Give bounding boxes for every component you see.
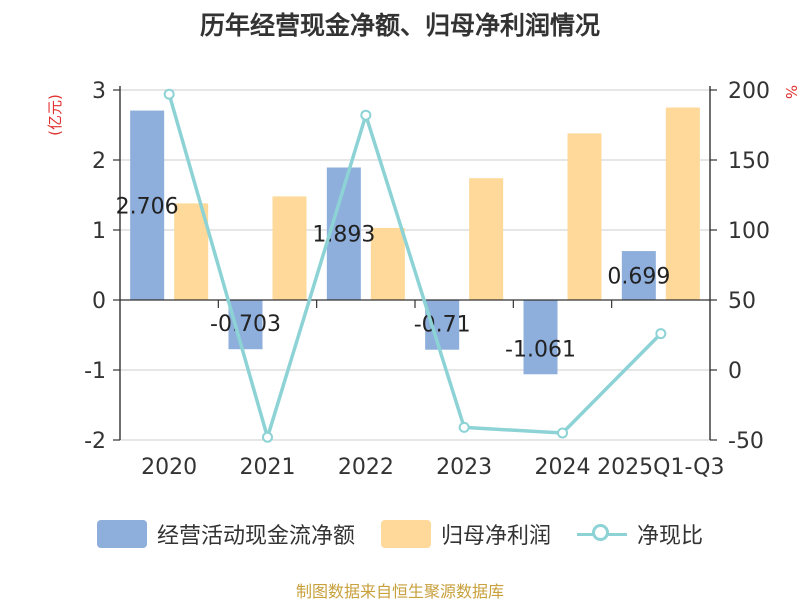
category-label: 2023 xyxy=(436,455,492,480)
left-tick-label: -1 xyxy=(84,359,106,384)
right-axis-unit: % xyxy=(782,85,800,99)
left-tick-label: 0 xyxy=(92,289,106,314)
legend-swatch-cashflow xyxy=(96,520,147,548)
point-ratio xyxy=(360,109,372,121)
right-tick-label: 100 xyxy=(728,219,770,244)
data-label-cashflow: 1.893 xyxy=(312,223,375,248)
legend-item-cashflow[interactable]: 经营活动现金流净额 xyxy=(96,518,355,550)
bar-cashflow xyxy=(523,300,558,375)
left-tick-label: -2 xyxy=(84,429,106,454)
category-label: 2025Q1-Q3 xyxy=(597,455,724,480)
line-ratio xyxy=(167,93,663,439)
source-note: 制图数据来自恒生聚源数据库 xyxy=(295,582,504,601)
category-label: 2020 xyxy=(141,455,197,480)
legend-swatch-ratio xyxy=(577,520,627,548)
legend-item-ratio[interactable]: 净现比 xyxy=(577,518,703,550)
data-label-cashflow: -0.71 xyxy=(414,313,471,338)
bar-profit xyxy=(665,107,700,300)
data-label-cashflow: -0.703 xyxy=(210,312,281,337)
left-tick-label: 2 xyxy=(92,149,106,174)
right-tick-label: 200 xyxy=(728,79,770,104)
legend-item-profit[interactable]: 归母净利润 xyxy=(380,518,551,550)
right-tick-label: 150 xyxy=(728,149,770,174)
data-label-cashflow: 2.706 xyxy=(116,194,179,219)
point-ratio xyxy=(262,431,273,443)
point-ratio xyxy=(557,427,568,439)
right-tick-label: 50 xyxy=(728,289,756,314)
point-ratio xyxy=(163,88,175,100)
left-tick-label: 1 xyxy=(92,219,106,244)
bar-profit xyxy=(567,133,602,300)
point-ratio xyxy=(458,421,470,433)
right-tick-label: -50 xyxy=(728,429,764,454)
data-label-cashflow: 0.699 xyxy=(607,265,670,290)
category-label: 2024 xyxy=(535,455,591,480)
legend-label-ratio: 净现比 xyxy=(637,524,704,549)
bar-profit xyxy=(272,196,307,300)
legend-swatch-profit xyxy=(380,520,431,548)
bar-profit xyxy=(370,227,405,300)
bar-cashflow xyxy=(621,251,656,300)
right-tick-label: 0 xyxy=(728,359,742,384)
left-tick-label: 3 xyxy=(92,79,106,104)
legend-label-cashflow: 经营活动现金流净额 xyxy=(156,524,355,549)
legend-label-profit: 归母净利润 xyxy=(440,524,551,549)
left-axis-unit: (亿元) xyxy=(46,94,64,136)
bar-profit xyxy=(174,203,209,300)
category-label: 2021 xyxy=(240,455,296,480)
bar-profit xyxy=(469,178,504,300)
bar-cashflow xyxy=(130,110,165,300)
chart-title: 历年经营现金净额、归母净利润情况 xyxy=(199,11,600,40)
legend: 经营活动现金流净额 归母净利润 净现比 xyxy=(0,518,800,550)
data-label-cashflow: -1.061 xyxy=(505,337,576,362)
point-ratio xyxy=(655,328,667,340)
category-label: 2022 xyxy=(338,455,394,480)
